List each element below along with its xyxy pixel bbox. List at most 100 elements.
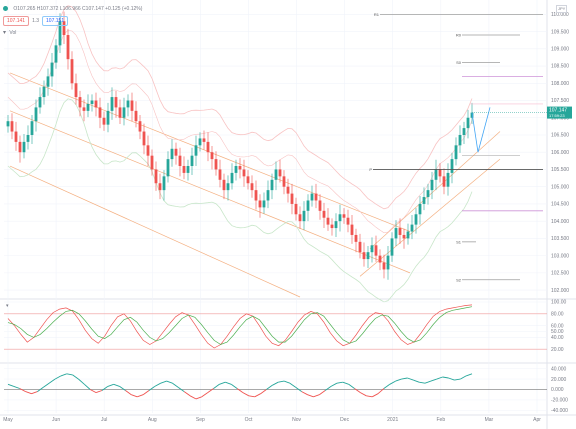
momentum-segment [131,394,138,398]
momentum-segment [89,389,97,393]
price-tick-label: 104.500 [551,202,569,208]
momentum-segment [278,380,285,383]
momentum-segment [101,386,109,391]
regression-channel-mid [9,110,411,274]
candle-body [198,138,202,146]
candle-body [34,107,38,122]
candle-body [442,176,446,187]
momentum-segment [137,394,144,398]
pivot-level-label: R1 [374,12,380,17]
candle-body [242,169,246,177]
regression-channel-lower [9,165,301,298]
oscillator-tick-label: 50.00 [551,329,564,335]
candle-body [194,145,198,156]
candle-body [334,221,338,229]
momentum-segment [172,382,179,388]
candle-body [18,141,22,153]
candle-body [410,224,414,232]
candle-body [338,214,342,222]
candle-body [426,190,430,198]
date-axis-label: Aug [148,417,157,423]
price-tick-label: 103.500 [551,236,569,242]
ohlc-legend: O107.265 H107.372 L106.966 C107.147 +0.1… [3,6,142,12]
momentum-segment [460,375,467,380]
momentum-segment [201,392,208,398]
trade-box-row: 107.141 1.3 107.151 [3,16,69,26]
momentum-segment [219,381,226,385]
candle-body [86,103,90,111]
candle-body [186,166,190,173]
envelope-upper-band [7,29,473,234]
candle-body [342,214,346,218]
price-tick-label: 109.500 [551,29,569,35]
candle-body [142,131,146,146]
candle-body [174,148,178,156]
candle-body [258,200,262,208]
spread-value: 1.3 [32,18,40,24]
price-tick-label: 106.000 [551,150,569,156]
date-axis-label: Dec [340,417,349,423]
candle-body [270,179,274,191]
price-tick-label: 105.000 [551,184,569,190]
momentum-segment [295,387,302,392]
price-tick-label: 106.500 [551,133,569,139]
momentum-segment [7,383,15,387]
candle-body [166,159,170,177]
momentum-segment [48,378,56,384]
pivot-level-label: S0 [456,60,462,65]
momentum-segment [195,396,202,400]
momentum-segment [260,389,267,395]
candle-body [50,62,54,77]
candle-body [74,83,78,98]
candle-body [6,121,10,127]
candle-body [46,76,50,87]
candle-body [422,197,426,204]
buy-button[interactable]: 107.151 [42,16,69,26]
candle-body [386,255,390,270]
momentum-segment [236,388,244,393]
momentum-segment [160,380,167,384]
last-price-label: 107.147 [549,108,567,114]
candle-body [226,183,230,191]
momentum-segment [348,383,355,389]
candle-body [66,35,70,60]
candle-body [238,166,242,170]
momentum-segment [354,388,361,393]
candle-body [218,169,222,180]
pivot-level-label: S2 [456,277,462,282]
candle-body [162,176,166,191]
candle-body [398,228,402,235]
momentum-segment [107,383,114,387]
candle-body [466,117,470,129]
candle-body [282,176,286,187]
oscillator-tick-label: 80.00 [551,312,564,318]
momentum-segment [19,388,26,392]
candle-body [454,145,458,160]
candle-body [330,224,334,229]
momentum-segment [266,384,273,390]
candle-body [262,200,266,208]
collapse-chevron-icon[interactable]: ▾ [3,30,7,36]
candle-body [62,21,66,36]
projection-path [471,107,491,153]
momentum-segment [242,392,250,397]
candle-body [134,110,138,122]
pivot-level-label: S1 [456,239,462,244]
momentum-segment [78,378,85,385]
momentum-segment [448,377,455,381]
momentum-segment [25,391,32,395]
oscillator-tick-label: 40.00 [551,335,564,341]
candle-body [354,234,358,242]
sell-button[interactable]: 107.141 [3,16,30,26]
candle-body [102,117,106,125]
pivot-level-label: P [369,167,372,172]
currency-selector[interactable]: JPY [556,5,568,13]
momentum-segment [189,395,197,400]
momentum-segment [313,394,320,398]
momentum-segment [178,387,185,392]
oscillator-tick-label: 100.00 [551,300,567,306]
volume-indicator-label[interactable]: ▾ Vol [3,29,16,36]
